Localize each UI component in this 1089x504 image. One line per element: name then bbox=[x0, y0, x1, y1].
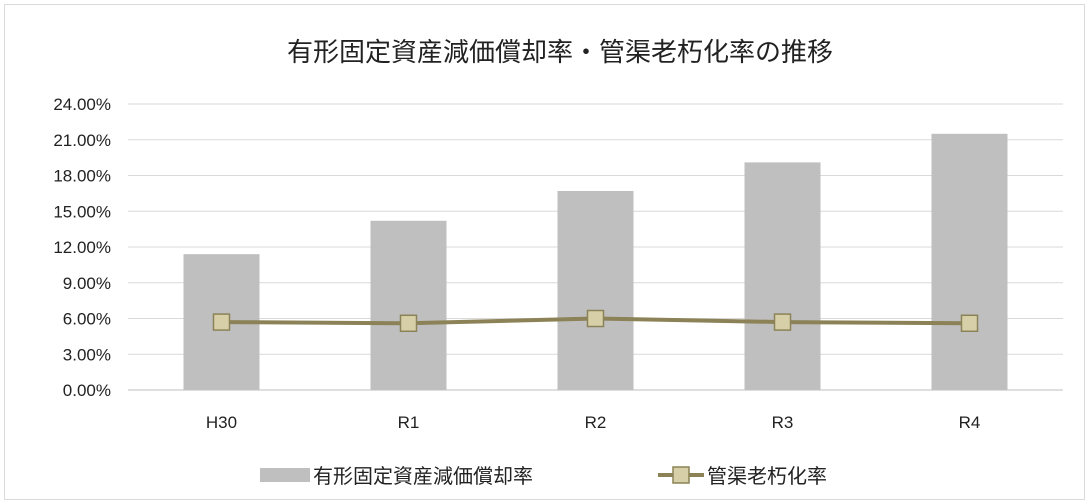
y-tick-label: 12.00% bbox=[53, 238, 111, 257]
y-tick-label: 15.00% bbox=[53, 202, 111, 221]
y-tick-label: 21.00% bbox=[53, 131, 111, 150]
x-tick-label: R1 bbox=[398, 413, 420, 432]
x-axis: H30 R1 R2 R3 R4 bbox=[206, 413, 980, 432]
line-point bbox=[212, 313, 231, 331]
y-tick-label: 6.00% bbox=[63, 310, 111, 329]
chart-frame bbox=[4, 4, 1085, 500]
legend-bar-swatch bbox=[260, 468, 310, 482]
y-tick-label: 9.00% bbox=[63, 274, 111, 293]
legend-bar-label: 有形固定資産減価償却率 bbox=[313, 464, 533, 488]
bar-series bbox=[183, 133, 1008, 390]
y-tick-label: 18.00% bbox=[53, 167, 111, 186]
x-tick-label: R2 bbox=[585, 413, 607, 432]
x-tick-label: H30 bbox=[206, 413, 237, 432]
bar bbox=[744, 162, 821, 390]
x-tick-label: R4 bbox=[959, 413, 981, 432]
chart-title: 有形固定資産減価償却率・管渠老朽化率の推移 bbox=[287, 38, 833, 68]
bar bbox=[557, 190, 634, 390]
line-point bbox=[586, 309, 605, 328]
y-axis: 0.00% 3.00% 6.00% 9.00% 12.00% 15.00% 18.00% 21… bbox=[53, 95, 111, 400]
line-point bbox=[773, 313, 792, 331]
legend-line-marker bbox=[672, 466, 690, 484]
y-tick-label: 3.00% bbox=[63, 345, 111, 364]
bar bbox=[931, 133, 1008, 390]
line-point bbox=[399, 314, 418, 333]
x-tick-label: R3 bbox=[772, 413, 794, 432]
line-series bbox=[212, 309, 979, 333]
line-point bbox=[960, 314, 979, 333]
legend-line-label: 管渠老朽化率 bbox=[707, 464, 827, 488]
y-tick-label: 24.00% bbox=[53, 95, 111, 114]
legend: 有形固定資産減価償却率 管渠老朽化率 bbox=[260, 464, 827, 488]
bar bbox=[370, 220, 447, 390]
y-tick-label: 0.00% bbox=[63, 381, 111, 400]
